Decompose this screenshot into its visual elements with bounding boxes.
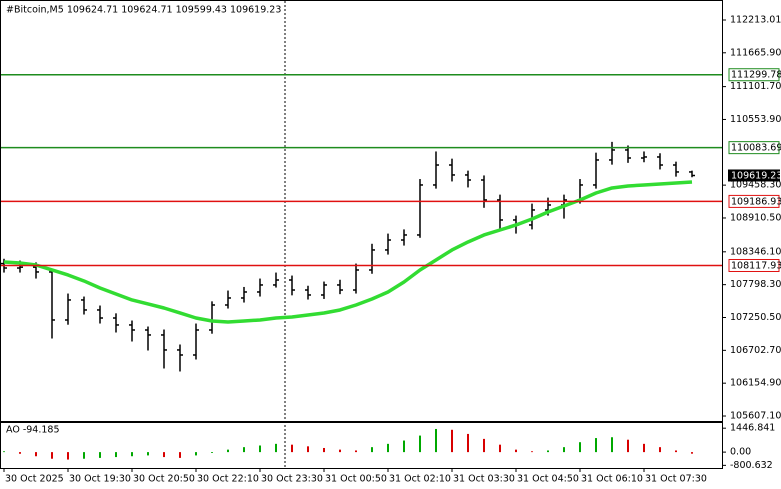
y-tick-label: 111101.70 <box>730 81 781 92</box>
level-label: 111299.78 <box>731 70 781 81</box>
level-label: 110083.69 <box>731 143 781 154</box>
moving-average <box>3 180 693 324</box>
level-label-box <box>728 141 780 155</box>
x-tick-label: 30 Oct 19:30 <box>69 474 131 485</box>
y-tick-label: 0.00 <box>730 447 751 458</box>
price-label-box <box>728 169 780 182</box>
main-panel <box>0 0 723 422</box>
x-tick-label: 30 Oct 23:30 <box>261 474 323 485</box>
y-tick-label: 109458.30 <box>730 180 781 191</box>
y-tick-label: -800.632 <box>730 460 773 471</box>
x-tick-label: 31 Oct 00:50 <box>325 474 387 485</box>
y-tick-label: 108910.50 <box>730 212 781 223</box>
y-tick-label: 106702.70 <box>730 345 781 356</box>
x-tick-label: 30 Oct 20:50 <box>133 474 195 485</box>
y-tick-label: 110553.90 <box>730 114 781 125</box>
x-tick-label: 30 Oct 2025 <box>5 474 64 485</box>
ao-panel <box>0 422 723 469</box>
x-tick-label: 30 Oct 22:10 <box>197 474 259 485</box>
level-label: 109186.93 <box>731 196 781 207</box>
y-tick-label: 107798.30 <box>730 279 781 290</box>
level-label: 108117.93 <box>731 260 781 271</box>
y-tick-label: 106154.90 <box>730 378 781 389</box>
level-label-box <box>728 68 780 82</box>
y-tick-label: 111665.90 <box>730 47 781 58</box>
x-tick-label: 31 Oct 04:50 <box>517 474 579 485</box>
y-tick-label: 112213.01 <box>730 14 781 25</box>
x-tick-label: 31 Oct 06:10 <box>581 474 643 485</box>
x-tick-label: 31 Oct 07:30 <box>645 474 707 485</box>
y-tick-label: 107250.50 <box>730 312 781 323</box>
ao-title: AO -94.185 <box>6 425 60 436</box>
price-label: 109619.23 <box>731 170 781 181</box>
level-label-box <box>728 258 780 272</box>
chart-title: #Bitcoin,M5 109624.71 109624.71 109599.4… <box>6 5 281 16</box>
y-tick-label: 105607.10 <box>730 411 781 422</box>
x-tick-label: 31 Oct 02:10 <box>389 474 451 485</box>
y-tick-label: 1446.841 <box>730 423 775 434</box>
level-label-box <box>728 194 780 208</box>
y-tick-label: 108346.10 <box>730 246 781 257</box>
x-tick-label: 31 Oct 03:30 <box>453 474 515 485</box>
